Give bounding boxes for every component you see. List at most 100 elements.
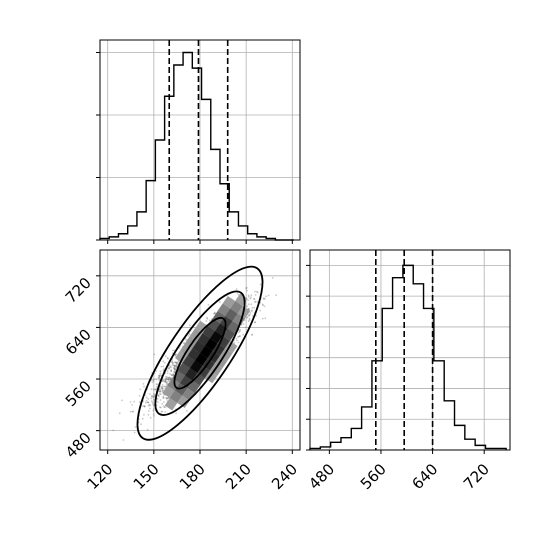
scatter-point [167,382,169,385]
scatter-point [246,289,249,292]
scatter-point [122,439,125,441]
scatter-point [163,394,165,396]
scatter-point [167,378,169,381]
scatter-point [162,379,164,382]
scatter-point [250,296,252,299]
density-xtick-label-0: 120 [84,460,117,493]
scatter-point [143,385,145,388]
scatter-point [161,387,164,390]
scatter-point [159,389,162,391]
hist-param2-ticks: 480 560 640 720 [305,264,493,493]
scatter-point [175,353,177,356]
scatter-point [162,405,165,407]
density-contour-1 [154,290,246,416]
scatter-point [176,361,179,363]
scatter-point [175,361,178,364]
scatter-point [248,314,250,316]
scatter-point [157,394,160,396]
scatter-point [164,380,167,383]
scatter-point [152,403,154,405]
scatter-point [145,400,148,402]
density-cell [217,303,231,316]
scatter-point [151,401,154,404]
density-cell [179,375,193,389]
scatter-point [170,374,173,376]
scatter-point [174,354,177,357]
scatter-point [170,374,173,377]
scatter-point [176,362,179,364]
scatter-point [143,413,145,416]
scatter-point [165,378,168,380]
scatter-point [263,305,266,308]
scatter-point [158,378,161,380]
scatter-point [263,297,265,299]
density-cell [205,338,218,351]
hist2-xtick-label-2: 640 [408,460,441,493]
scatter-point [169,378,172,381]
scatter-point [166,376,169,379]
scatter-point [265,295,267,298]
scatter-point [176,362,178,364]
scatter-point [159,399,162,401]
scatter-point [170,370,173,372]
scatter-point [143,405,146,407]
scatter-point [161,402,164,405]
scatter-point [162,389,164,392]
density-cell [187,348,200,361]
scatter-point [169,378,172,380]
scatter-point [167,367,170,370]
scatter-point [165,396,168,399]
density-ytick-label-3: 720 [62,274,95,307]
scatter-point [161,389,164,392]
scatter-point [162,369,165,371]
scatter-point [155,383,158,385]
density-contour-2 [136,265,264,441]
scatter-point [208,319,211,322]
scatter-point [256,291,259,294]
scatter-point [167,376,170,379]
density-shading [162,293,251,411]
density-ytick-label-0: 480 [62,429,95,462]
scatter-point [161,385,164,388]
scatter-point [158,376,161,378]
density-cell [210,330,223,344]
scatter-point [248,314,251,317]
scatter-point [245,287,248,290]
density-cell [207,318,221,331]
scatter-point [233,342,236,344]
scatter-point [239,330,241,333]
scatter-point [205,320,208,322]
scatter-point [251,309,253,312]
scatter-point [145,396,148,399]
scatter-point [166,372,169,374]
scatter-point [161,387,164,390]
scatter-point [159,370,162,373]
scatter-point [164,380,167,382]
scatter-point [152,404,155,407]
scatter-point [148,403,151,406]
scatter-point [182,342,185,344]
scatter-point [164,378,167,381]
scatter-point [156,383,159,386]
hist-param1-grid [100,40,300,241]
scatter-point [175,363,178,366]
scatter-point [250,310,253,312]
scatter-point [164,381,167,383]
scatter-point [163,406,166,409]
scatter-point [256,301,259,303]
scatter-point [259,283,262,286]
scatter-point [248,319,251,321]
scatter-point [264,317,267,320]
scatter-point [250,294,253,296]
scatter-point [168,376,171,379]
density-cell [222,295,236,309]
hist2-xtick-label-3: 720 [460,460,493,493]
scatter-point [173,368,176,370]
scatter-point [213,311,216,314]
hist-param2-outline [309,264,507,450]
scatter-point [238,331,240,334]
scatter-point [133,400,136,403]
scatter-point [145,401,147,404]
density-cell [184,368,198,381]
